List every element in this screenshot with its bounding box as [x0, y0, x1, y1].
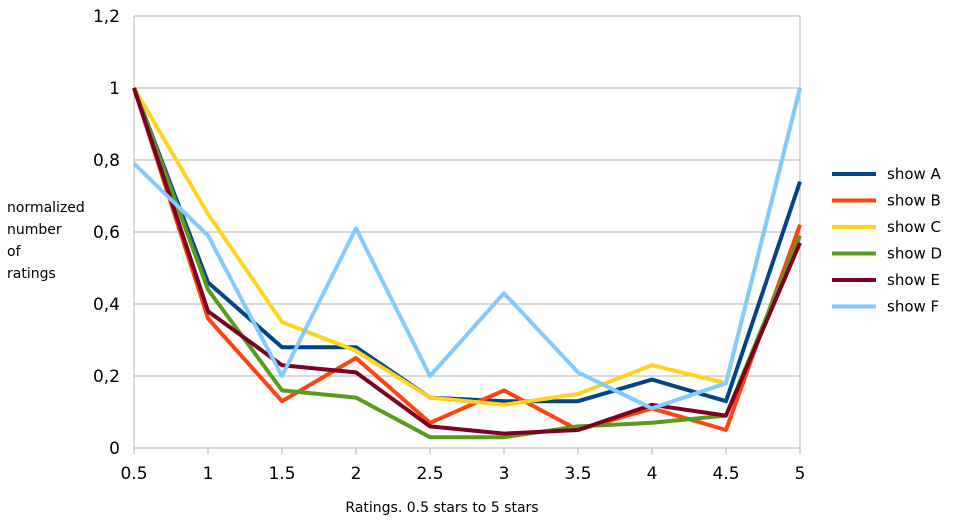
y-axis-title-line: ratings: [7, 266, 56, 282]
legend-label: show B: [887, 192, 941, 210]
legend-item: show B: [832, 192, 941, 210]
legend-item: show F: [832, 298, 939, 316]
x-tick-label: 2: [351, 464, 362, 484]
y-tick-label: 1,2: [93, 7, 120, 27]
x-tick-labels: 0.5 1 1.5 2 2.5 3 3.5 4 4.5 5: [120, 464, 805, 484]
axes: [133, 16, 801, 454]
y-tick-label: 0,4: [93, 295, 120, 315]
x-tick-label: 1: [203, 464, 214, 484]
y-tick-label: 0,6: [93, 223, 120, 243]
legend-item: show C: [832, 218, 941, 236]
legend-item: show D: [832, 245, 942, 263]
x-tick-label: 3: [499, 464, 510, 484]
y-axis-title-line: normalized: [7, 200, 85, 216]
y-tick-label: 0,2: [93, 367, 120, 387]
y-axis-title-line: number: [7, 222, 62, 238]
x-tick-label: 5: [795, 464, 806, 484]
legend-label: show A: [887, 165, 942, 183]
legend-label: show C: [887, 218, 941, 236]
series-lines: [132, 86, 802, 440]
legend-item: show E: [832, 271, 940, 289]
x-tick-label: 4.5: [712, 464, 739, 484]
x-tick-label: 1.5: [268, 464, 295, 484]
x-tick-label: 4: [647, 464, 658, 484]
legend-label: show D: [887, 245, 942, 263]
y-axis-title: normalized number of ratings: [7, 200, 85, 282]
y-tick-labels: 0 0,2 0,4 0,6 0,8 1 1,2: [93, 7, 120, 459]
series-line-show-c: [132, 86, 802, 407]
x-axis-title: Ratings. 0.5 stars to 5 stars: [345, 500, 538, 516]
y-tick-label: 0: [109, 439, 120, 459]
y-axis-title-line: of: [7, 244, 22, 260]
series-line-show-e: [132, 87, 802, 436]
legend-item: show A: [832, 165, 942, 183]
series-line-show-a: [132, 87, 802, 404]
y-tick-label: 1: [109, 79, 120, 99]
x-tick-label: 0.5: [120, 464, 147, 484]
legend-label: show E: [887, 271, 940, 289]
legend-label: show F: [887, 298, 939, 316]
series-line-show-d: [132, 87, 802, 440]
legend: show A show B show C show D show E show F: [832, 165, 942, 316]
x-tick-label: 3.5: [564, 464, 591, 484]
series-line-show-f: [132, 87, 802, 411]
x-tick-label: 2.5: [416, 464, 443, 484]
y-tick-label: 0,8: [93, 151, 120, 171]
